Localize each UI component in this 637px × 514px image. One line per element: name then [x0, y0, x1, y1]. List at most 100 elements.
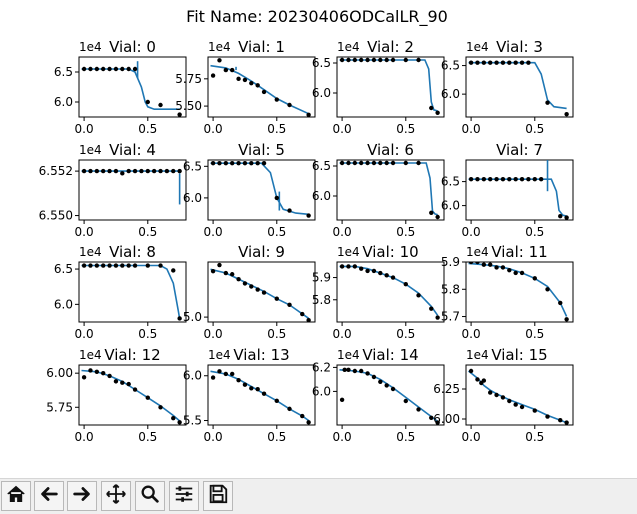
data-point: [94, 263, 100, 268]
data-point: [488, 262, 493, 267]
x-tick-label: 0.0: [204, 327, 223, 341]
y-tick-label: 6.0: [441, 199, 460, 213]
data-point: [158, 405, 163, 410]
data-point: [346, 367, 351, 372]
data-point: [378, 270, 383, 276]
data-point: [475, 177, 480, 182]
x-tick-label: 0.5: [138, 430, 157, 444]
x-tick-label: 0.5: [525, 327, 544, 341]
data-point: [101, 263, 106, 268]
data-point: [352, 57, 358, 63]
data-point: [306, 420, 311, 425]
data-point: [481, 378, 487, 383]
data-point: [564, 215, 569, 220]
data-point: [339, 160, 345, 166]
subplot-vial-11: 0.0 0.5 5.7 5.8 5.9 1e4 Vial: 11: [441, 243, 574, 341]
y-tick-label: 6.5: [312, 159, 331, 173]
data-point: [236, 378, 241, 383]
data-point: [101, 168, 106, 174]
data-point: [481, 262, 487, 267]
y-tick-label: 6.0: [441, 87, 460, 101]
x-tick-label: 0.0: [333, 430, 352, 444]
data-point: [158, 168, 163, 174]
data-point: [217, 262, 222, 268]
y-tick-label: 5.75: [46, 400, 73, 414]
magnifier-icon: [139, 483, 161, 509]
home-button[interactable]: [1, 481, 31, 511]
data-point: [120, 263, 125, 268]
data-point: [390, 57, 396, 63]
data-point: [378, 160, 383, 166]
data-point: [274, 398, 279, 404]
data-point: [564, 111, 569, 117]
x-tick-label: 0.5: [267, 327, 286, 341]
x-tick-label: 0.0: [333, 327, 352, 341]
configure-subplots-button[interactable]: [169, 481, 199, 511]
data-point: [519, 270, 525, 276]
axes-frame: [78, 364, 187, 426]
subplot-title: Vial: 8: [109, 243, 156, 261]
data-point: [113, 379, 119, 384]
y-tick-label: 6.25: [433, 382, 460, 396]
back-button[interactable]: [34, 481, 64, 511]
x-tick-label: 0.5: [525, 225, 544, 239]
y-tick-label: 6.550: [39, 209, 73, 223]
data-point: [384, 273, 389, 278]
data-point: [500, 265, 506, 270]
data-point: [359, 368, 364, 374]
data-point: [507, 398, 512, 404]
x-tick-label: 0.0: [75, 122, 94, 136]
subplot-title: Vial: 2: [367, 38, 414, 56]
data-point: [371, 268, 377, 274]
subplot-title: Vial: 11: [491, 243, 547, 261]
subplot-title: Vial: 13: [233, 346, 289, 364]
x-tick-label: 0.0: [204, 225, 223, 239]
data-point: [223, 371, 229, 377]
data-point: [113, 263, 119, 268]
y-tick-label: 6.5: [312, 56, 331, 70]
offset-label: 1e4: [337, 348, 360, 362]
y-tick-label: 5.8: [312, 293, 331, 307]
data-point: [346, 264, 351, 269]
subplot-vial-15: 0.0 0.5 6.00 6.25 1e4 Vial: 15: [433, 346, 574, 444]
data-point: [500, 177, 506, 182]
data-point: [249, 80, 254, 86]
data-point: [255, 160, 260, 166]
data-point: [545, 100, 550, 105]
data-point: [488, 390, 493, 395]
forward-button[interactable]: [67, 481, 97, 511]
data-point: [242, 281, 248, 286]
subplot-title: Vial: 9: [238, 243, 285, 261]
x-tick-label: 0.5: [396, 327, 415, 341]
zoom-button[interactable]: [135, 481, 165, 511]
y-tick-label: 6.0: [183, 369, 202, 383]
data-point: [513, 60, 518, 65]
data-point: [513, 270, 518, 276]
data-point: [416, 57, 421, 63]
x-tick-label: 0.0: [333, 122, 352, 136]
data-point: [101, 66, 106, 72]
data-point: [177, 168, 182, 174]
x-tick-label: 0.5: [138, 225, 157, 239]
data-point: [481, 177, 487, 182]
data-point: [120, 380, 125, 385]
axes-frame: [207, 364, 316, 426]
data-point: [151, 168, 157, 174]
x-tick-label: 0.0: [462, 430, 481, 444]
data-point: [81, 168, 87, 174]
save-button[interactable]: [203, 481, 233, 511]
data-point: [81, 263, 87, 268]
data-point: [435, 110, 440, 116]
data-point: [120, 171, 125, 176]
fit-line: [468, 178, 567, 217]
offset-label: 1e4: [466, 245, 489, 259]
subplot-vial-6: 0.0 0.5 6.0 6.5 Vial: 6: [312, 141, 445, 239]
data-point: [139, 168, 144, 174]
y-tick-label: 6.5: [441, 59, 460, 73]
data-point: [346, 57, 351, 63]
pan-button[interactable]: [101, 481, 131, 511]
data-point: [475, 377, 480, 382]
data-point: [532, 177, 537, 182]
data-point: [113, 168, 119, 174]
data-point: [107, 66, 112, 72]
